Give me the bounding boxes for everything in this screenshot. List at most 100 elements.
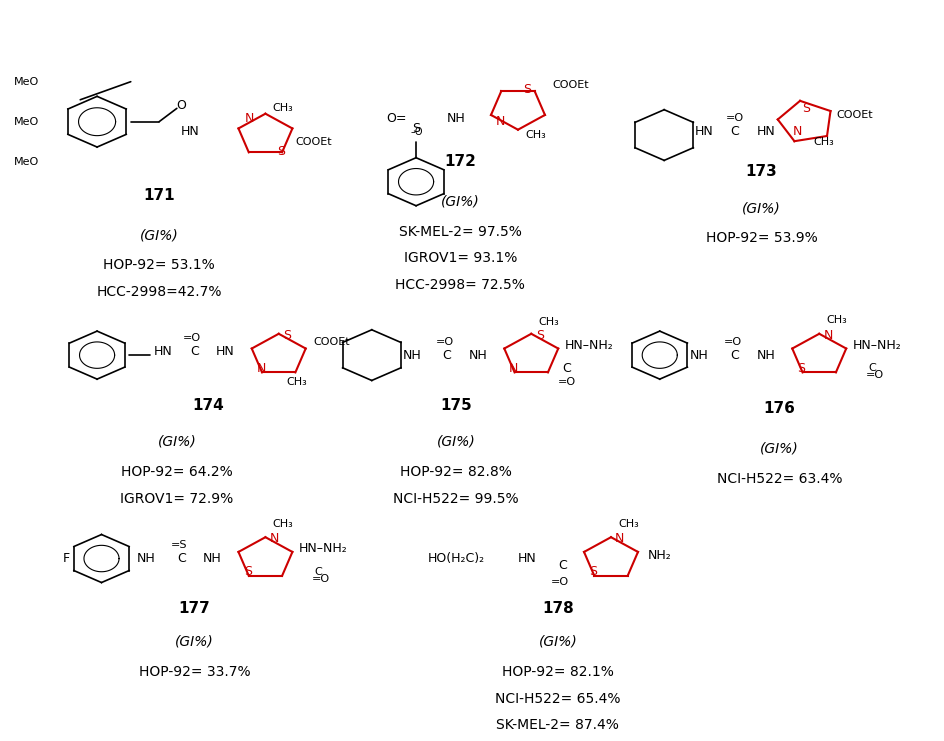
Text: S: S: [244, 565, 251, 579]
Text: HN: HN: [180, 125, 199, 139]
Text: (GI%): (GI%): [175, 635, 213, 649]
Text: HN: HN: [694, 125, 713, 139]
Text: 172: 172: [444, 154, 476, 169]
Text: IGROV1= 72.9%: IGROV1= 72.9%: [120, 491, 233, 505]
Text: 176: 176: [763, 401, 795, 416]
Text: CH₃: CH₃: [826, 316, 847, 325]
Text: F: F: [62, 552, 70, 565]
Text: O: O: [177, 99, 186, 112]
Text: N: N: [615, 532, 624, 545]
Text: (GI%): (GI%): [759, 442, 798, 456]
Text: SK-MEL-2= 97.5%: SK-MEL-2= 97.5%: [398, 225, 521, 239]
Text: C: C: [190, 345, 198, 359]
Text: =O: =O: [312, 574, 330, 584]
Text: (GI%): (GI%): [741, 202, 780, 216]
Text: =O: =O: [722, 337, 741, 347]
Text: COOEt: COOEt: [835, 110, 872, 120]
Text: HCC-2998= 72.5%: HCC-2998= 72.5%: [395, 278, 525, 292]
Text: =O: =O: [865, 370, 884, 380]
Text: C: C: [557, 559, 566, 572]
Text: HOP-92= 82.1%: HOP-92= 82.1%: [501, 665, 614, 679]
Text: S: S: [278, 145, 285, 159]
Text: (GI%): (GI%): [441, 195, 480, 209]
Text: (GI%): (GI%): [140, 228, 178, 242]
Text: HCC-2998=42.7%: HCC-2998=42.7%: [96, 285, 222, 299]
Text: IGROV1= 93.1%: IGROV1= 93.1%: [403, 251, 516, 265]
Text: –O: –O: [411, 127, 423, 136]
Text: CH₃: CH₃: [273, 103, 294, 113]
Text: (GI%): (GI%): [158, 435, 196, 449]
Text: HN: HN: [154, 345, 173, 359]
Text: NH: NH: [203, 552, 222, 565]
Text: =O: =O: [725, 113, 743, 123]
Text: 171: 171: [143, 187, 175, 202]
Text: N: N: [269, 532, 278, 545]
Text: N: N: [792, 125, 801, 139]
Text: C: C: [730, 348, 738, 362]
Text: S: S: [522, 83, 531, 96]
Text: (GI%): (GI%): [436, 435, 475, 449]
Text: HOP-92= 64.2%: HOP-92= 64.2%: [121, 465, 232, 479]
Text: COOEt: COOEt: [295, 136, 332, 147]
Text: HN–NH₂: HN–NH₂: [564, 339, 613, 352]
Text: HN: HN: [517, 552, 535, 565]
Text: =O: =O: [550, 577, 568, 587]
Text: HOP-92= 53.1%: HOP-92= 53.1%: [103, 258, 214, 272]
Text: N: N: [508, 362, 517, 375]
Text: C: C: [562, 362, 570, 375]
Text: 178: 178: [542, 601, 573, 616]
Text: N: N: [822, 328, 832, 342]
Text: C: C: [177, 552, 185, 565]
Text: HO(H₂C)₂: HO(H₂C)₂: [427, 552, 484, 565]
Text: HN–NH₂: HN–NH₂: [298, 542, 347, 555]
Text: O=: O=: [386, 112, 407, 125]
Text: NH: NH: [756, 348, 775, 362]
Text: C: C: [868, 364, 875, 373]
Text: NH: NH: [468, 348, 487, 362]
Text: S: S: [797, 362, 804, 375]
Text: HN: HN: [756, 125, 775, 139]
Text: S: S: [801, 102, 809, 115]
Text: HOP-92= 33.7%: HOP-92= 33.7%: [139, 665, 250, 679]
Text: (GI%): (GI%): [538, 635, 577, 649]
Text: MeO: MeO: [14, 156, 40, 167]
Text: S: S: [283, 328, 292, 342]
Text: C: C: [314, 567, 322, 577]
Text: NCI-H522= 99.5%: NCI-H522= 99.5%: [393, 491, 518, 505]
Text: =O: =O: [557, 377, 575, 387]
Text: HOP-92= 82.8%: HOP-92= 82.8%: [399, 465, 512, 479]
Text: =O: =O: [182, 333, 201, 343]
Text: NH: NH: [447, 112, 464, 125]
Text: HOP-92= 53.9%: HOP-92= 53.9%: [705, 231, 817, 245]
Text: =O: =O: [435, 337, 453, 347]
Text: CH₃: CH₃: [813, 136, 834, 147]
Text: CH₃: CH₃: [525, 130, 546, 140]
Text: CH₃: CH₃: [538, 317, 559, 327]
Text: COOEt: COOEt: [552, 80, 589, 90]
Text: MeO: MeO: [14, 116, 40, 127]
Text: N: N: [244, 112, 254, 125]
Text: NCI-H522= 65.4%: NCI-H522= 65.4%: [495, 691, 620, 705]
Text: N: N: [495, 115, 504, 128]
Text: 177: 177: [178, 601, 211, 616]
Text: 173: 173: [745, 165, 777, 179]
Text: NH: NH: [689, 348, 708, 362]
Text: NCI-H522= 63.4%: NCI-H522= 63.4%: [716, 471, 841, 485]
Text: S: S: [535, 328, 544, 342]
Text: =S: =S: [170, 540, 187, 551]
Text: 175: 175: [440, 398, 471, 413]
Text: C: C: [442, 348, 451, 362]
Text: COOEt: COOEt: [313, 337, 350, 347]
Text: NH: NH: [136, 552, 155, 565]
Text: SK-MEL-2= 87.4%: SK-MEL-2= 87.4%: [496, 718, 618, 732]
Text: S: S: [412, 122, 420, 135]
Text: HN–NH₂: HN–NH₂: [851, 339, 901, 352]
Text: N: N: [256, 362, 265, 375]
Text: MeO: MeO: [14, 76, 40, 87]
Text: NH: NH: [402, 348, 421, 362]
Text: CH₃: CH₃: [273, 519, 294, 529]
Text: S: S: [589, 565, 597, 579]
Text: 174: 174: [192, 398, 224, 413]
Text: NH₂: NH₂: [648, 548, 671, 562]
Text: HN: HN: [216, 345, 235, 359]
